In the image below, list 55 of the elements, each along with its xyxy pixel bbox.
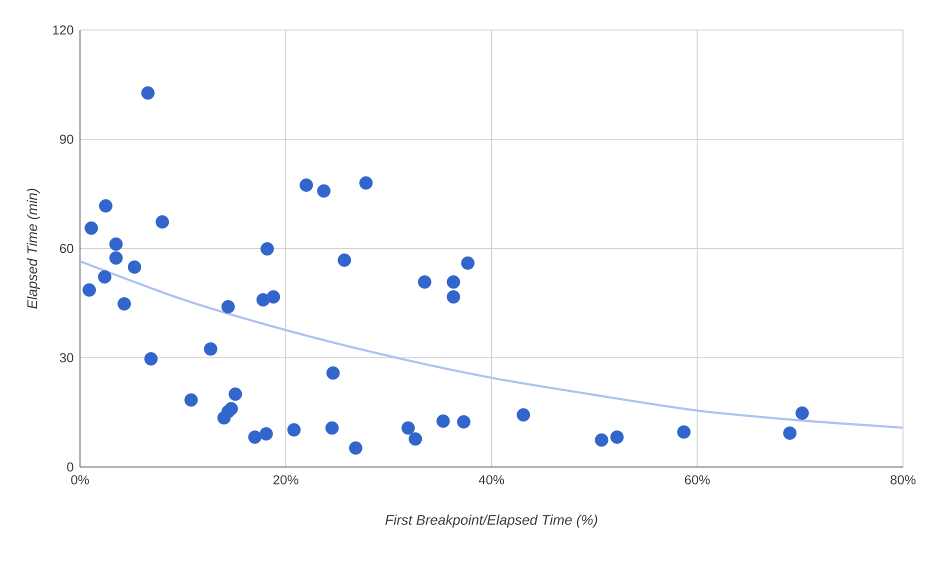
x-tick-label: 0% bbox=[71, 475, 89, 484]
point bbox=[300, 178, 314, 192]
x-tick-label: 40% bbox=[478, 475, 504, 484]
point bbox=[118, 297, 131, 311]
point bbox=[287, 423, 301, 437]
point bbox=[408, 432, 422, 446]
x-tick-label: 60% bbox=[684, 475, 710, 484]
point bbox=[260, 242, 274, 256]
point bbox=[228, 387, 242, 401]
point bbox=[128, 260, 142, 274]
line-series bbox=[78, 260, 904, 429]
x-tick-label: 80% bbox=[890, 475, 916, 484]
y-tick-label: 120 bbox=[53, 25, 74, 35]
point bbox=[516, 408, 530, 422]
point bbox=[141, 86, 155, 100]
point bbox=[594, 433, 608, 447]
point bbox=[144, 352, 158, 366]
point bbox=[325, 421, 339, 435]
point bbox=[461, 256, 475, 270]
point bbox=[260, 427, 273, 441]
point bbox=[82, 283, 96, 297]
point bbox=[436, 414, 450, 428]
x-tick-label: 20% bbox=[273, 475, 298, 484]
point bbox=[156, 215, 169, 229]
point bbox=[359, 176, 373, 190]
point bbox=[266, 290, 280, 304]
point bbox=[795, 406, 809, 420]
y-tick-label: 30 bbox=[60, 353, 74, 362]
point bbox=[317, 184, 331, 198]
point bbox=[109, 251, 123, 265]
point bbox=[418, 275, 432, 289]
point bbox=[338, 253, 352, 267]
point bbox=[98, 270, 112, 284]
point bbox=[446, 275, 460, 289]
y-axis-title: Elapsed Time (min) bbox=[26, 188, 40, 309]
point bbox=[610, 430, 624, 444]
y-tick-label: 0 bbox=[67, 462, 74, 472]
y-tick-label: 90 bbox=[60, 134, 74, 144]
point bbox=[221, 300, 235, 314]
point bbox=[109, 237, 123, 251]
x-axis-title: First Breakpoint/Elapsed Time (%) bbox=[385, 514, 598, 528]
point bbox=[457, 415, 470, 429]
point bbox=[224, 402, 238, 416]
point bbox=[184, 393, 198, 407]
point bbox=[99, 199, 112, 213]
point bbox=[446, 290, 460, 304]
point bbox=[326, 366, 340, 380]
point bbox=[349, 441, 362, 455]
point bbox=[677, 425, 691, 439]
point bbox=[783, 426, 797, 440]
point bbox=[248, 430, 262, 444]
point bbox=[401, 421, 415, 435]
y-tick-label: 60 bbox=[60, 244, 74, 254]
point bbox=[204, 342, 218, 356]
point bbox=[84, 221, 98, 235]
